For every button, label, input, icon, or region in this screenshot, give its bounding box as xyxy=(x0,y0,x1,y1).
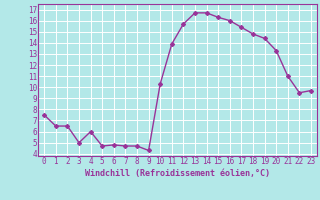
X-axis label: Windchill (Refroidissement éolien,°C): Windchill (Refroidissement éolien,°C) xyxy=(85,169,270,178)
